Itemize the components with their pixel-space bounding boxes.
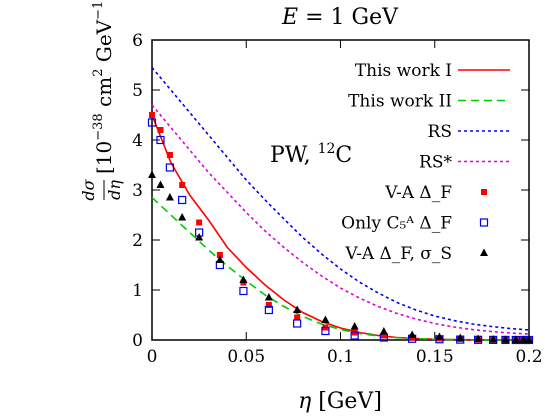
legend-label: V-A Δ_F	[384, 183, 452, 203]
data-point	[178, 195, 187, 205]
data-point	[264, 293, 273, 301]
data-point	[525, 335, 533, 343]
data-point	[501, 335, 510, 343]
x-tick-label: 0.1	[327, 347, 354, 367]
data-point	[294, 314, 301, 321]
data-point	[157, 127, 164, 133]
data-point	[239, 275, 248, 283]
data-point	[293, 319, 302, 328]
data-point	[196, 219, 203, 226]
legend-swatch	[481, 189, 487, 195]
legend-label: Only C₅ᴬ Δ_F	[341, 214, 452, 234]
data-point	[350, 322, 359, 330]
y-tick-label: 0	[132, 331, 143, 351]
legend-label: RS*	[419, 153, 452, 173]
legend-item: V-A Δ_F	[384, 183, 487, 203]
data-point	[456, 333, 465, 341]
series-line	[151, 66, 530, 331]
data-point	[156, 135, 165, 145]
data-point	[474, 334, 483, 342]
y-axis-ticks: 0 1 2 3 4 5 6	[132, 31, 529, 351]
data-point	[408, 330, 417, 338]
series-6	[148, 170, 533, 343]
data-point	[350, 331, 359, 340]
x-tick-label: 0.2	[515, 347, 542, 367]
legend-label: This work I	[355, 61, 452, 81]
y-tick-label: 5	[132, 81, 143, 101]
series-line	[151, 196, 530, 341]
x-axis-ticks: 0 0.05 0.1 0.15 0.2	[147, 40, 543, 367]
legend-item: RS	[428, 122, 510, 142]
legend-label: V-A Δ_F, σ_S	[344, 244, 452, 264]
svg-text:[10−38 cm2 GeV−1]: [10−38 cm2 GeV−1]	[91, 0, 116, 174]
svg-text:dσ: dσ	[79, 178, 98, 200]
y-tick-label: 6	[132, 31, 143, 51]
data-point	[215, 255, 224, 263]
x-tick-label: 0.05	[227, 347, 265, 367]
data-point	[435, 332, 444, 340]
data-point	[165, 193, 174, 201]
data-point	[519, 335, 528, 343]
data-point	[264, 305, 273, 315]
svg-text:dη: dη	[105, 180, 124, 200]
data-point	[380, 332, 387, 339]
data-point	[148, 170, 156, 178]
data-point	[321, 315, 330, 323]
legend-item: RS*	[419, 153, 510, 173]
data-point	[149, 112, 155, 118]
y-axis-title: dσ dη [10−38 cm2 GeV−1]	[79, 0, 124, 201]
data-point	[379, 327, 388, 335]
plot-frame	[151, 39, 530, 341]
x-tick-label: 0	[147, 347, 158, 367]
data-point	[239, 286, 248, 296]
data-point	[265, 302, 272, 308]
data-point	[165, 163, 175, 172]
legend-swatch	[479, 218, 489, 227]
data-point	[179, 182, 186, 188]
data-point	[511, 335, 520, 343]
data-point	[293, 305, 302, 313]
data-point	[147, 118, 157, 127]
chart-title: E = 1 GeV	[281, 5, 399, 30]
y-tick-label: 1	[132, 281, 143, 301]
data-point	[166, 152, 173, 158]
x-tick-label: 0.15	[416, 347, 454, 367]
data-point	[195, 233, 204, 241]
data-point	[489, 335, 498, 343]
x-axis-title: η [GeV]	[298, 389, 382, 414]
series-line	[151, 104, 530, 335]
series-3	[151, 104, 530, 335]
y-tick-label: 2	[132, 231, 143, 251]
legend-item: This work I	[355, 61, 510, 81]
series-1	[151, 196, 530, 341]
series-line	[151, 114, 530, 341]
annotation: PW, 12C	[270, 141, 352, 168]
y-tick-label: 3	[132, 181, 143, 201]
series-layer	[147, 66, 534, 345]
data-point	[321, 326, 330, 336]
legend-item: Only C₅ᴬ Δ_F	[341, 214, 489, 234]
data-point	[216, 252, 223, 258]
legend-label: RS	[428, 122, 452, 142]
y-tick-label: 4	[132, 131, 143, 151]
legend-swatch	[480, 248, 488, 256]
legend: This work I This work II RS RS* V-A Δ_F Only …	[341, 61, 510, 264]
series-2	[151, 66, 530, 331]
legend-item: V-A Δ_F, σ_S	[344, 244, 488, 264]
legend-item: This work II	[348, 92, 510, 112]
data-point	[156, 180, 165, 188]
data-point	[178, 213, 187, 221]
legend-label: This work II	[348, 92, 452, 112]
series-0	[151, 114, 530, 341]
